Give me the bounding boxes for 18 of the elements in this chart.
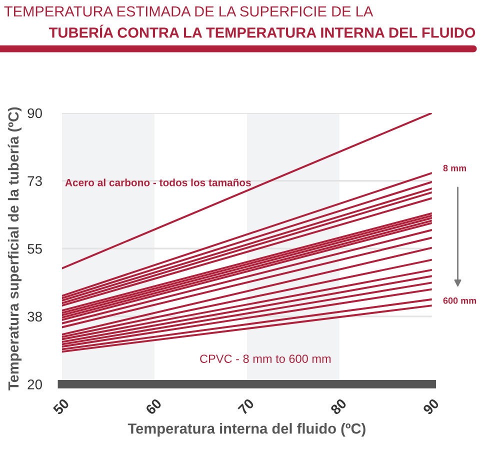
annotation: Acero al carbono - todos los tamaños [65, 178, 251, 186]
y-tick-label: 20 [28, 380, 42, 390]
y-tick-label: 38 [28, 312, 42, 322]
annotation: 8 mm [443, 164, 466, 172]
y-axis-title: Temperatura superficial de la tubería (ºC) [8, 107, 22, 390]
x-axis-title: Temperatura interna del fluido (ºC) [128, 423, 366, 437]
y-tick-label: 55 [28, 244, 42, 254]
x-tick-label: 70 [238, 398, 255, 416]
y-tick-label: 73 [28, 176, 42, 186]
chart-title: TEMPERATURA ESTIMADA DE LA SUPERFICIE DE LA [4, 6, 374, 17]
x-tick-label: 90 [422, 398, 440, 416]
annotation: CPVC - 8 mm to 600 mm [200, 354, 331, 363]
x-tick-label: 80 [330, 398, 348, 416]
chart-subtitle: TUBERÍA CONTRA LA TEMPERATURA INTERNA DEL FLUIDO [48, 24, 476, 38]
annotation: 600 mm [443, 297, 476, 304]
y-tick-label: 90 [28, 108, 42, 118]
x-tick-label: 50 [52, 398, 70, 416]
x-tick-label: 60 [145, 398, 162, 416]
